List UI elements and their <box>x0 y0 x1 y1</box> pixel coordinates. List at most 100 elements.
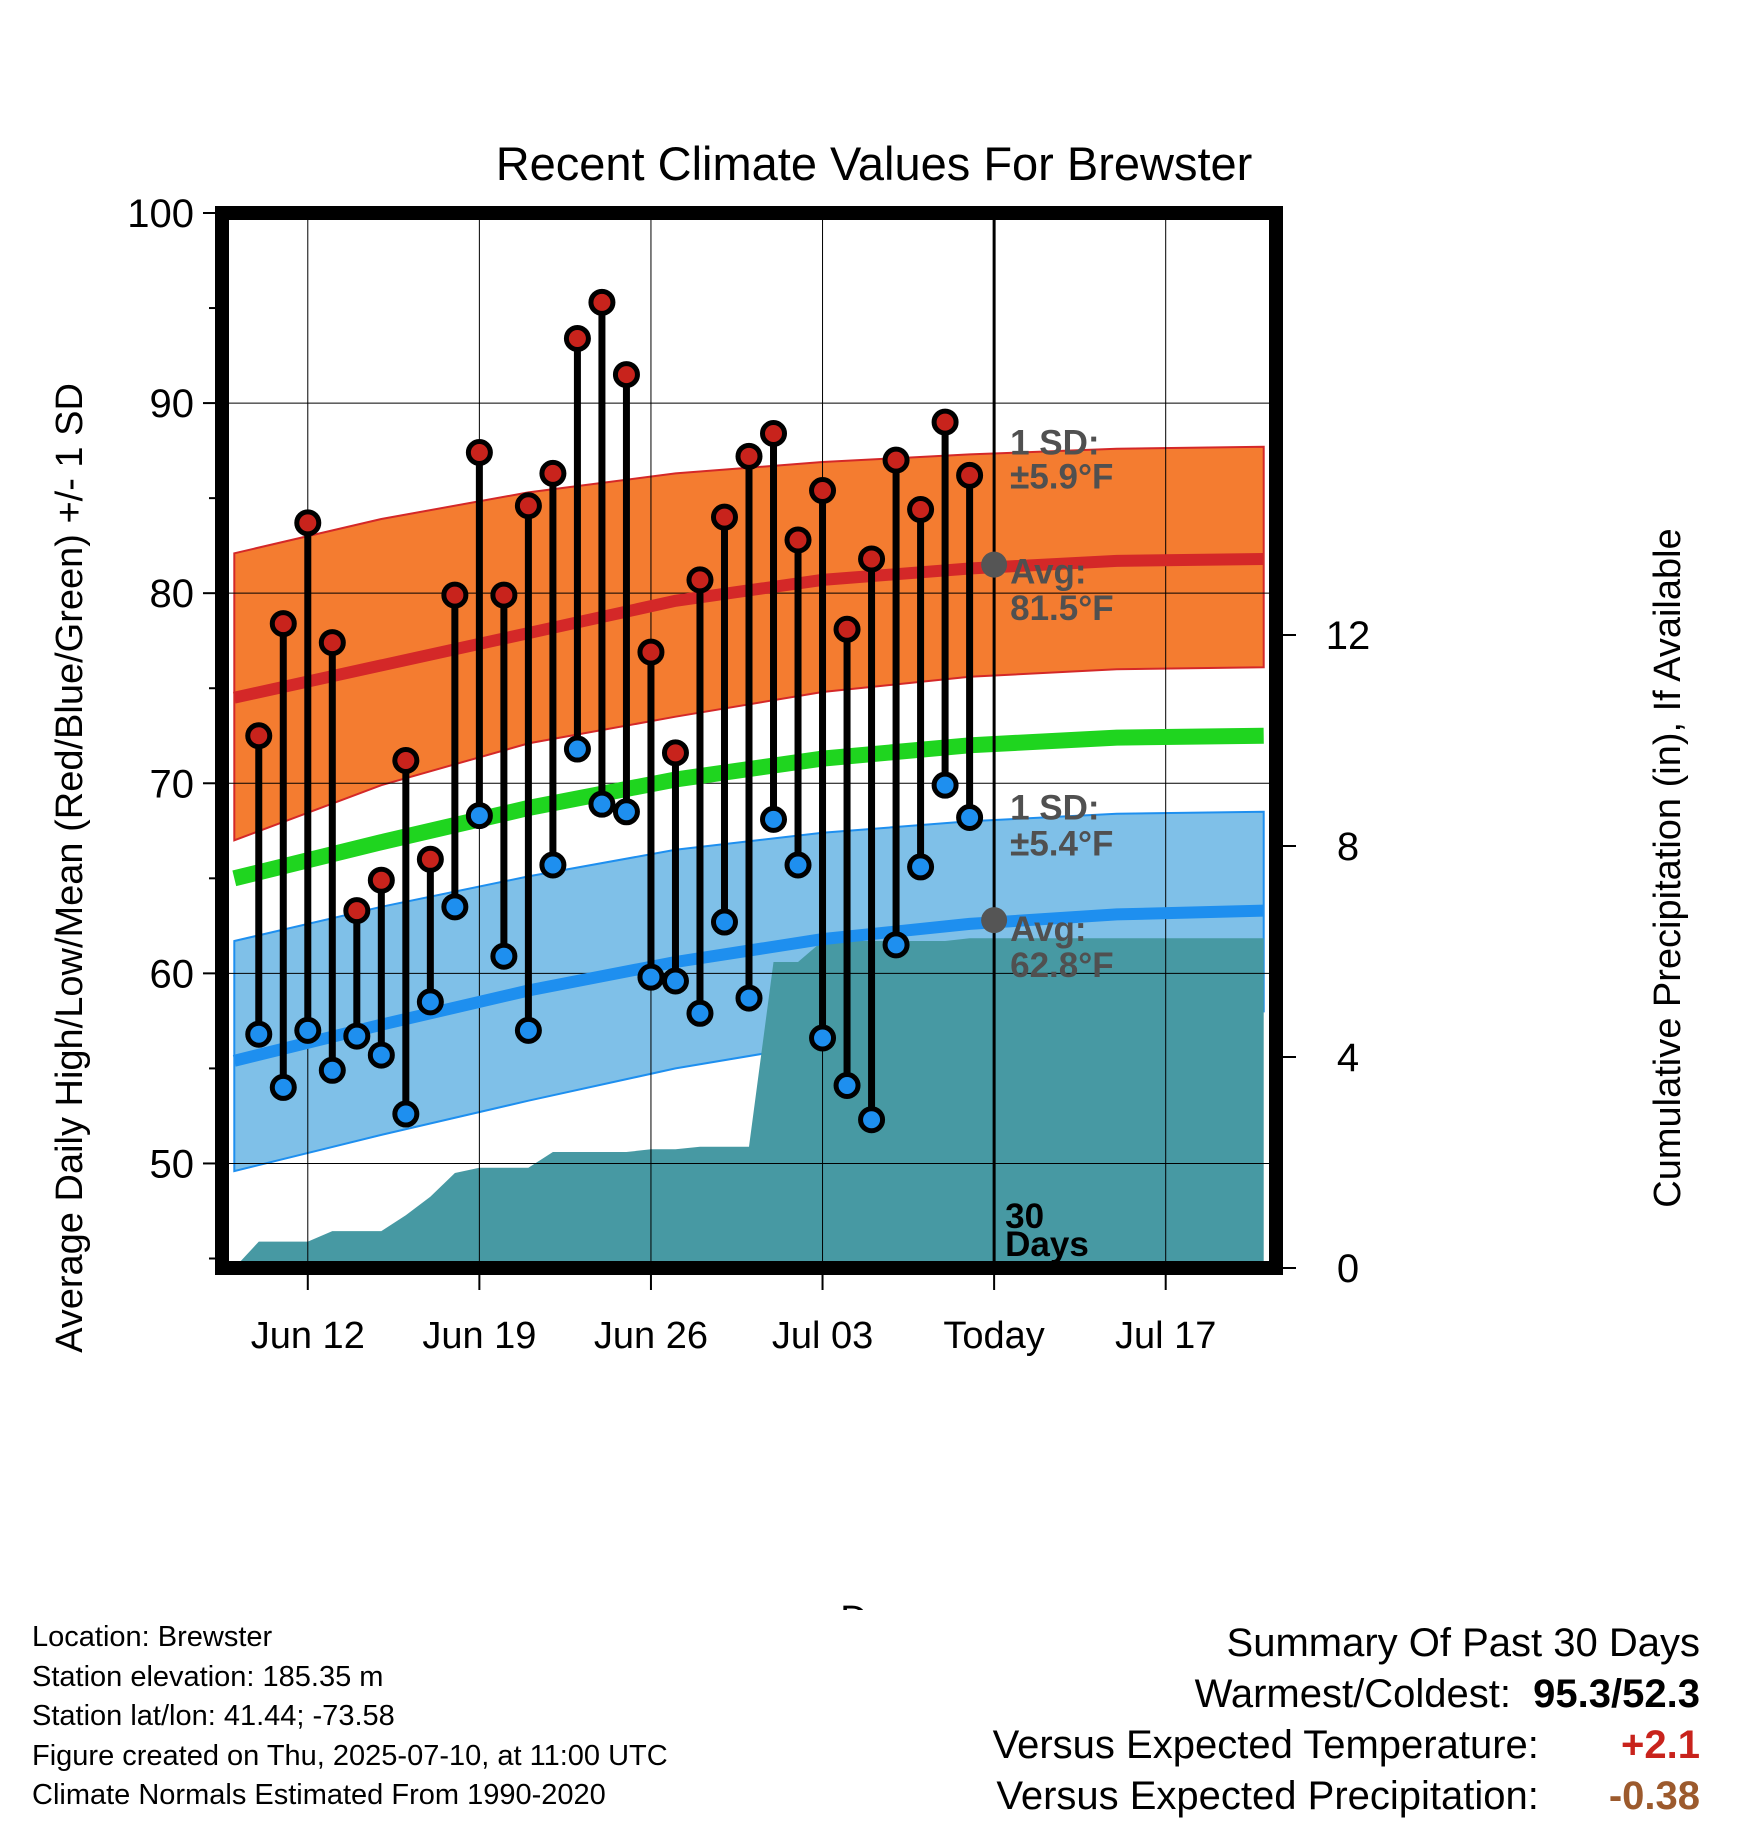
x-tick-label: Jun 12 <box>251 1315 365 1357</box>
daily-high-point <box>931 408 959 436</box>
daily-low-point <box>931 771 959 799</box>
daily-low-point <box>269 1073 297 1101</box>
daily-high-point <box>514 492 542 520</box>
daily-high-point <box>318 629 346 657</box>
daily-high-point <box>539 459 567 487</box>
daily-low-point <box>735 984 763 1012</box>
low-avg-value: 62.8°F <box>1010 946 1113 985</box>
precipitation-deviation-row: Versus Expected Precipitation: -0.38 <box>993 1771 1700 1822</box>
low-avg-label: Avg: <box>1010 910 1086 949</box>
daily-low-point <box>343 1022 371 1050</box>
y2-tick-label: 4 <box>1337 1036 1359 1080</box>
y-tick-label: 100 <box>127 192 194 236</box>
daily-low-point <box>416 988 444 1016</box>
daily-low-point <box>809 1024 837 1052</box>
daily-low-point <box>392 1100 420 1128</box>
daily-high-point <box>294 509 322 537</box>
daily-low-point <box>661 967 689 995</box>
days-count-label: 30 <box>1005 1197 1044 1236</box>
chart-title: Recent Climate Values For Brewster <box>496 137 1253 190</box>
x-tick-label: Jun 26 <box>594 1315 708 1357</box>
daily-high-point <box>858 545 886 573</box>
daily-high-point <box>612 361 640 389</box>
daily-high-point <box>588 288 616 316</box>
y-tick-label: 50 <box>150 1142 195 1186</box>
daily-high-point <box>269 610 297 638</box>
daily-high-point <box>245 722 273 750</box>
today-high-avg-marker <box>981 551 1008 578</box>
daily-low-point <box>686 999 714 1027</box>
daily-low-point <box>833 1072 861 1100</box>
temperature-deviation-label: Versus Expected Temperature: <box>992 1723 1539 1767</box>
y-tick-label: 60 <box>150 952 195 996</box>
y-axis-label: Average Daily High/Low/Mean (Red/Blue/Gr… <box>49 383 91 1353</box>
daily-high-point <box>490 581 518 609</box>
low-sd-value: ±5.4°F <box>1010 825 1113 864</box>
days-word-label: Days <box>1005 1225 1089 1264</box>
y-tick-label: 90 <box>150 382 195 426</box>
daily-high-point <box>710 503 738 531</box>
daily-high-point <box>686 566 714 594</box>
daily-low-point <box>956 803 984 831</box>
x-axis-label: Day <box>840 1599 908 1610</box>
daily-high-point <box>833 615 861 643</box>
daily-low-point <box>637 963 665 991</box>
latlon-text: Station lat/lon: 41.44; -73.58 <box>32 1700 395 1732</box>
warmest-coldest-label: Warmest/Coldest: <box>1194 1672 1511 1716</box>
daily-low-point <box>539 851 567 879</box>
daily-high-point <box>637 638 665 666</box>
daily-high-point <box>784 526 812 554</box>
station-metadata: Location: Brewster Station elevation: 18… <box>32 1618 668 1816</box>
y-tick-label: 80 <box>150 572 195 616</box>
daily-low-point <box>760 805 788 833</box>
warmest-coldest-value: 95.3/52.3 <box>1533 1672 1700 1716</box>
precipitation-deviation-label: Versus Expected Precipitation: <box>996 1774 1539 1818</box>
daily-low-point <box>882 931 910 959</box>
daily-high-point <box>441 581 469 609</box>
daily-low-point <box>245 1020 273 1048</box>
daily-low-point <box>907 853 935 881</box>
created-text: Figure created on Thu, 2025-07-10, at 11… <box>32 1739 668 1772</box>
high-sd-label: 1 SD: <box>1010 423 1099 462</box>
daily-high-point <box>882 446 910 474</box>
daily-high-point <box>343 897 371 925</box>
daily-low-point <box>441 893 469 921</box>
daily-low-point <box>490 942 518 970</box>
warmest-coldest-row: Warmest/Coldest: 95.3/52.3 <box>993 1669 1700 1720</box>
daily-high-point <box>956 461 984 489</box>
daily-high-point <box>760 420 788 448</box>
daily-low-point <box>612 798 640 826</box>
x-tick-label: Today <box>943 1315 1044 1357</box>
daily-low-point <box>367 1041 395 1069</box>
daily-low-point <box>784 851 812 879</box>
daily-low-point <box>294 1016 322 1044</box>
daily-low-point <box>588 790 616 818</box>
daily-high-point <box>392 746 420 774</box>
y2-tick-label: 8 <box>1337 825 1359 869</box>
y2-tick-label: 0 <box>1337 1247 1359 1291</box>
x-tick-label: Jul 03 <box>772 1315 873 1357</box>
today-low-avg-marker <box>981 907 1008 934</box>
y2-tick-label: 12 <box>1326 614 1371 658</box>
location-text: Location: Brewster <box>32 1621 273 1653</box>
daily-high-point <box>907 496 935 524</box>
high-sd-value: ±5.9°F <box>1010 458 1113 497</box>
y2-axis-label: Cumulative Precipitation (in), If Availa… <box>1647 528 1689 1207</box>
x-tick-label: Jul 17 <box>1115 1315 1216 1357</box>
daily-low-point <box>465 802 493 830</box>
daily-low-point <box>710 908 738 936</box>
low-sd-label: 1 SD: <box>1010 788 1099 827</box>
precipitation-area <box>234 938 1264 1268</box>
daily-high-point <box>661 739 689 767</box>
normals-text: Climate Normals Estimated From 1990-2020 <box>32 1779 606 1811</box>
temperature-deviation-row: Versus Expected Temperature: +2.1 <box>993 1720 1700 1771</box>
summary-title: Summary Of Past 30 Days <box>1226 1621 1700 1665</box>
y-tick-label: 70 <box>150 762 195 806</box>
daily-high-point <box>465 439 493 467</box>
high-avg-value: 81.5°F <box>1010 589 1113 628</box>
temperature-deviation-value: +2.1 <box>1621 1723 1700 1767</box>
x-tick-label: Jun 19 <box>422 1315 536 1357</box>
high-avg-label: Avg: <box>1010 553 1086 592</box>
daily-low-point <box>858 1106 886 1134</box>
